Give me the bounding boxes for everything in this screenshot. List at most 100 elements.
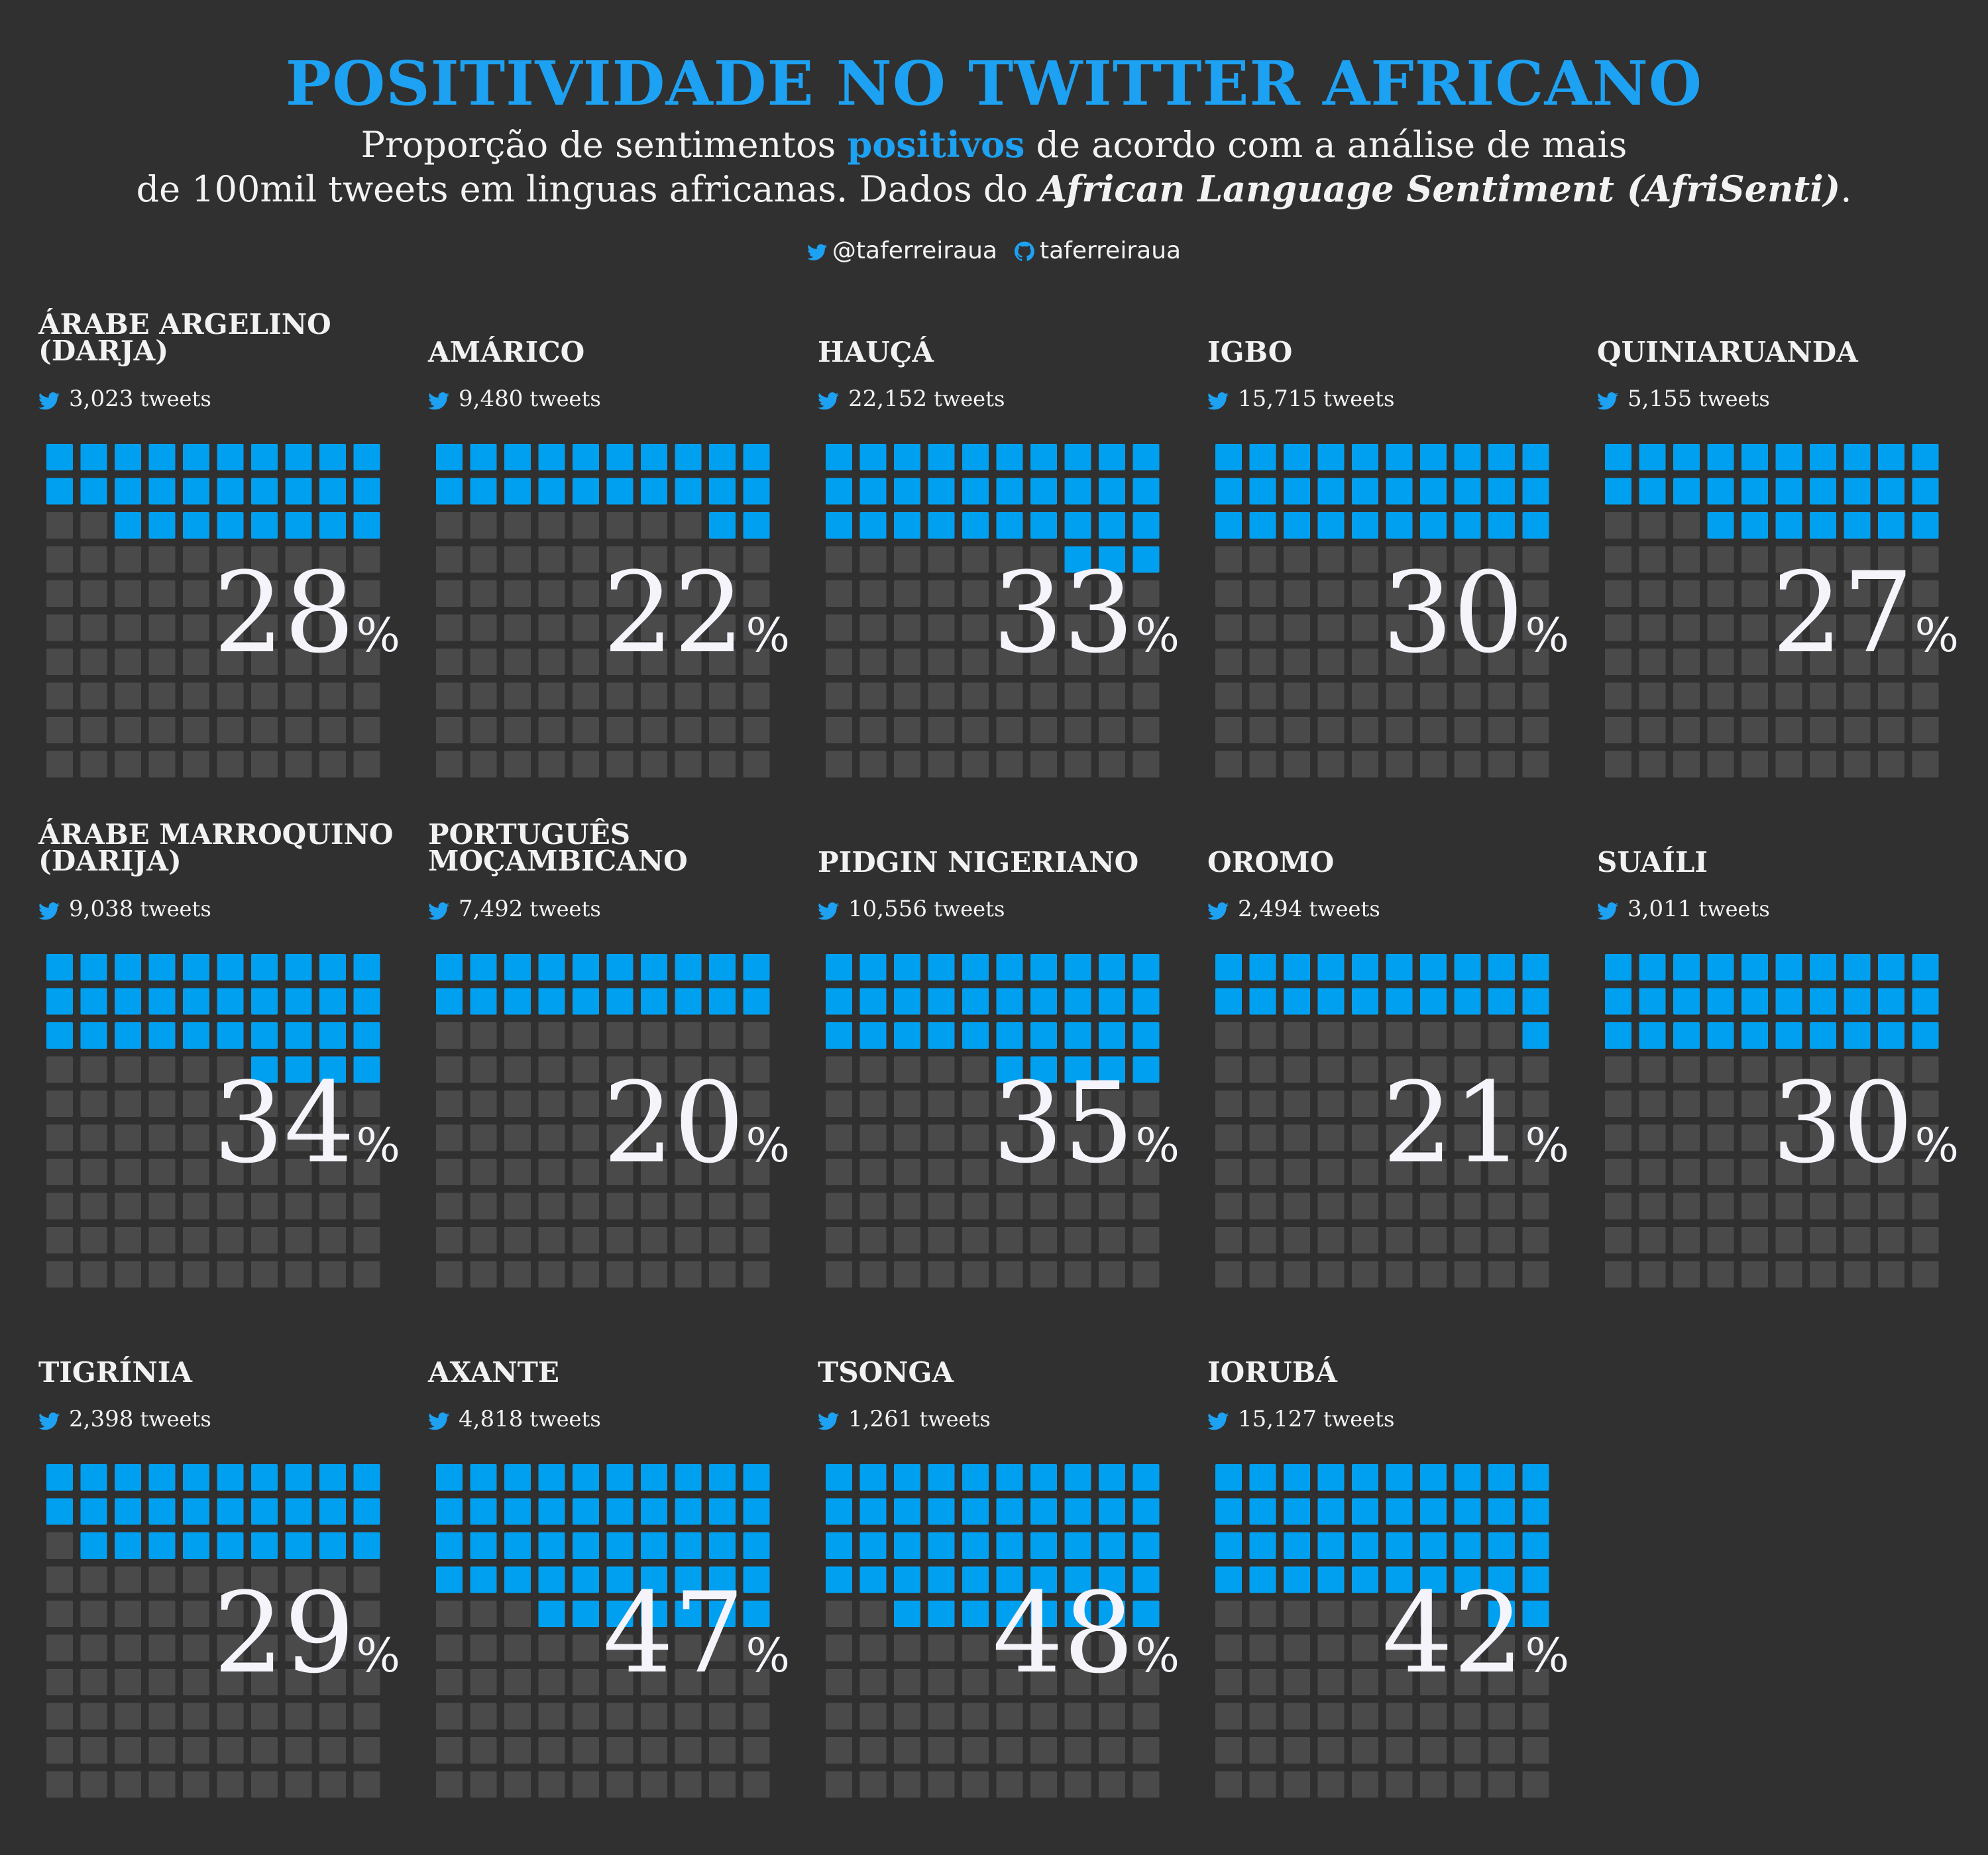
waffle-cell-positive — [1132, 1532, 1160, 1559]
waffle-cell-empty — [1488, 1192, 1515, 1220]
percent-label: 20% — [603, 1057, 790, 1189]
percent-label: 42% — [1382, 1567, 1569, 1699]
waffle-cell-empty — [46, 1703, 73, 1730]
waffle-cell-empty — [928, 1737, 955, 1764]
waffle-cell-empty — [1317, 649, 1345, 675]
waffle-cell-empty — [1810, 1124, 1836, 1151]
waffle-cell-empty — [251, 1124, 278, 1151]
waffle-cell-empty — [1249, 1669, 1276, 1695]
waffle-cell-empty — [573, 717, 599, 743]
waffle-cell-empty — [1132, 580, 1160, 607]
waffle-cell-empty — [1673, 751, 1700, 778]
tweet-count: 1,261 — [848, 1406, 913, 1432]
waffle-cell-empty — [1284, 682, 1310, 710]
waffle-cell-empty — [675, 682, 702, 710]
waffle-cell-empty — [1420, 751, 1447, 778]
waffle-cell-empty — [1522, 1703, 1549, 1730]
waffle-cell-empty — [1673, 649, 1700, 675]
waffle-cell-empty — [859, 1771, 887, 1798]
waffle-cell-empty — [436, 1090, 463, 1117]
waffle-cell-positive — [1284, 954, 1310, 980]
waffle-cell-positive — [996, 1498, 1023, 1525]
waffle-cell-empty — [709, 1669, 736, 1695]
waffle-cell-empty — [743, 1192, 770, 1220]
waffle-cell-empty — [826, 649, 852, 675]
percent-value: 21 — [1382, 1058, 1524, 1188]
waffle-cell-empty — [1878, 717, 1905, 743]
waffle-cell-empty — [1352, 1703, 1378, 1730]
waffle-cell-empty — [353, 580, 380, 607]
waffle-cell-empty — [1215, 717, 1242, 743]
waffle-cell-empty — [436, 614, 463, 641]
waffle-cell-empty — [1352, 1090, 1378, 1117]
subtitle-highlight: positivos — [847, 123, 1025, 166]
waffle-cell-empty — [436, 1669, 463, 1695]
waffle-cell-positive — [928, 1566, 955, 1593]
tweet-count-row: 7,492 tweets — [428, 896, 601, 925]
waffle-cell-empty — [285, 580, 312, 607]
waffle-cell-empty — [183, 1566, 209, 1593]
waffle-cell-empty — [709, 717, 736, 743]
waffle-cell-empty — [436, 1261, 463, 1288]
waffle-cell-positive — [826, 1464, 852, 1491]
waffle-cell-empty — [962, 1669, 989, 1695]
waffle-cell-positive — [1030, 1601, 1057, 1627]
waffle-cell-positive — [1741, 1022, 1768, 1049]
waffle-cell-positive — [996, 478, 1023, 505]
waffle-cell-positive — [1639, 478, 1666, 505]
waffle-cell-positive — [1420, 1566, 1447, 1593]
waffle-cell-empty — [1775, 614, 1802, 641]
waffle-cell-positive — [1454, 444, 1481, 470]
tweet-count: 22,152 — [848, 386, 927, 412]
waffle-cell-empty — [743, 1261, 770, 1288]
waffle-cell-positive — [894, 478, 920, 505]
waffle-cell-empty — [436, 682, 463, 710]
waffle-cell-positive — [962, 1498, 989, 1525]
waffle-cell-positive — [962, 954, 989, 980]
waffle-cell-empty — [826, 1056, 852, 1083]
waffle-cell-empty — [606, 1737, 634, 1764]
waffle-cell-positive — [928, 1464, 955, 1491]
waffle-cell-empty — [1386, 1090, 1413, 1117]
tweet-count: 9,038 — [69, 896, 134, 922]
waffle-cell-empty — [1249, 751, 1276, 778]
waffle-cell-empty — [504, 1022, 531, 1049]
waffle-cell-empty — [183, 546, 209, 573]
waffle-cell-positive — [1775, 444, 1802, 470]
waffle-cell-empty — [115, 1192, 141, 1220]
waffle-cell-empty — [80, 1056, 107, 1083]
waffle-cell-empty — [504, 1601, 531, 1627]
waffle-cell-empty — [894, 751, 920, 778]
waffle-svg — [1215, 444, 1549, 778]
waffle-cell-empty — [1030, 717, 1057, 743]
waffle-cell-empty — [709, 546, 736, 573]
percent-sign: % — [1914, 1118, 1959, 1173]
waffle-cell-positive — [1488, 954, 1515, 980]
percent-sign: % — [1914, 608, 1959, 662]
waffle-cell-empty — [1030, 1227, 1057, 1253]
waffle-cell-positive — [1030, 512, 1057, 539]
waffle-cell-positive — [1522, 1022, 1549, 1049]
waffle-cell-positive — [1878, 512, 1905, 539]
waffle-cell-positive — [859, 954, 887, 980]
percent-value: 28 — [213, 548, 355, 678]
waffle-cell-empty — [573, 580, 599, 607]
waffle-cell-empty — [319, 717, 346, 743]
waffle-cell-empty — [743, 751, 770, 778]
tweets-word: tweets — [140, 896, 211, 922]
waffle-cell-empty — [1878, 1090, 1905, 1117]
tweets-word: tweets — [1698, 896, 1770, 922]
waffle-cell-empty — [962, 614, 989, 641]
waffle-cell-empty — [1522, 1771, 1549, 1798]
waffle-cell-empty — [1454, 1669, 1481, 1695]
waffle-cell-empty — [606, 1124, 634, 1151]
waffle-cell-positive — [1707, 988, 1734, 1015]
waffle-cell-empty — [606, 1261, 634, 1288]
waffle-cell-empty — [353, 614, 380, 641]
waffle-cell-empty — [1215, 751, 1242, 778]
waffle-cell-positive — [183, 1498, 209, 1525]
waffle-cell-positive — [675, 954, 702, 980]
waffle-cell-empty — [573, 1634, 599, 1662]
waffle-cell-empty — [504, 546, 531, 573]
waffle-cell-empty — [1132, 717, 1160, 743]
